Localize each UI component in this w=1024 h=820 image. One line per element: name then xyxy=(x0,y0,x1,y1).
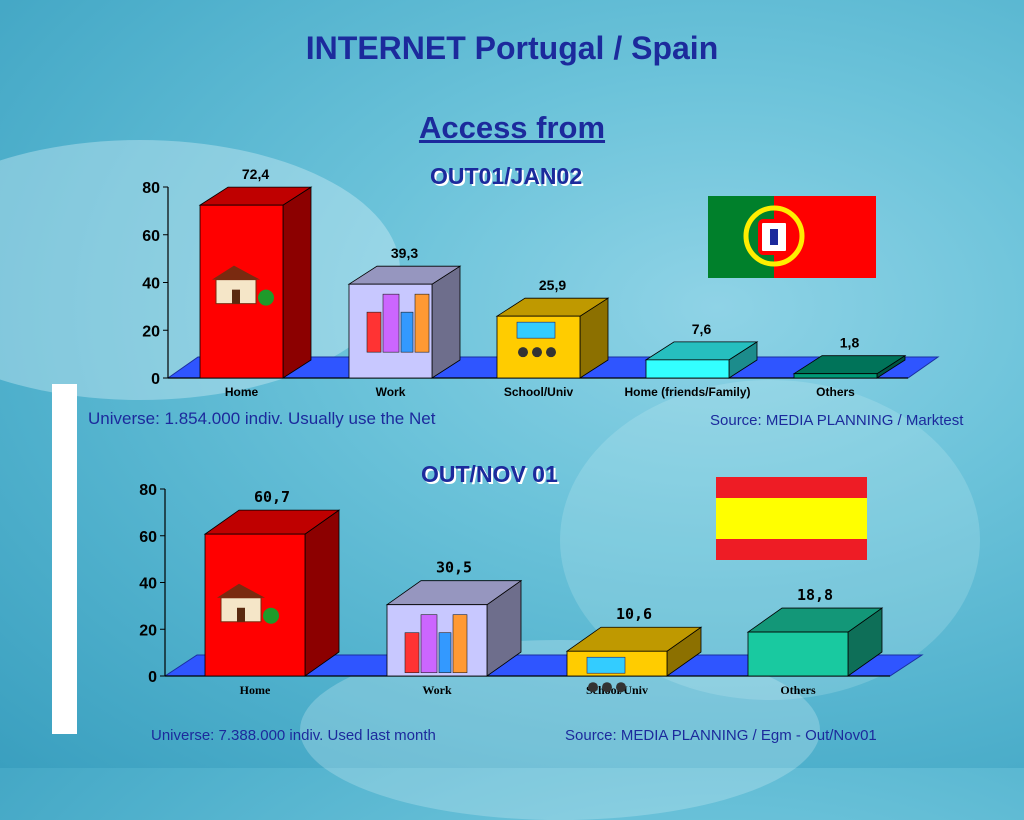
y-tick-label: 80 xyxy=(139,482,157,499)
category-label: Others xyxy=(816,385,855,399)
office-building-icon xyxy=(452,614,468,674)
y-tick-label: 40 xyxy=(139,576,157,593)
bar-value-label: 10,6 xyxy=(616,605,652,623)
bar-value-label: 7,6 xyxy=(692,321,712,337)
student-icon xyxy=(616,682,626,693)
portugal-flag xyxy=(708,196,876,278)
bar-side xyxy=(282,186,312,379)
bar-value-label: 25,9 xyxy=(539,277,566,293)
house-icon xyxy=(232,289,240,304)
category-label: School/Univ xyxy=(504,385,574,399)
bar-value-label: 18,8 xyxy=(797,586,833,604)
house-icon xyxy=(212,265,260,280)
bar-front xyxy=(793,373,878,379)
bar-front xyxy=(645,359,730,379)
office-building-icon xyxy=(438,632,452,674)
student-icon xyxy=(602,682,612,693)
category-label: Home xyxy=(225,385,259,399)
y-tick-label: 60 xyxy=(139,529,157,546)
bar-value-label: 72,4 xyxy=(242,166,269,182)
student-icon xyxy=(532,347,542,358)
bar-side xyxy=(304,509,340,677)
category-label: Work xyxy=(376,385,406,399)
classroom-board-icon xyxy=(516,321,556,339)
category-label: Others xyxy=(780,683,816,697)
y-tick-label: 20 xyxy=(142,323,160,340)
chart-title-portugal: OUT01/JAN02 xyxy=(430,163,583,189)
chart-title-spain: OUT/NOV 01 xyxy=(421,461,558,487)
office-building-icon xyxy=(382,293,400,353)
y-tick-label: 20 xyxy=(139,622,157,639)
student-icon xyxy=(518,347,528,358)
bar-front xyxy=(747,631,849,677)
bar-value-label: 30,5 xyxy=(436,559,472,577)
house-icon xyxy=(217,583,265,598)
universe-note-portugal: Universe: 1.854.000 indiv. Usually use t… xyxy=(88,409,436,428)
tree-icon xyxy=(258,289,274,306)
y-tick-label: 60 xyxy=(142,228,160,245)
tree-icon xyxy=(263,607,279,624)
office-building-icon xyxy=(366,311,382,353)
category-label: Work xyxy=(422,683,452,697)
category-label: Home xyxy=(240,683,271,697)
office-building-icon xyxy=(414,293,430,353)
bar-side xyxy=(431,265,461,379)
student-icon xyxy=(546,347,556,358)
classroom-board-icon xyxy=(586,656,626,674)
source-note-portugal: Source: MEDIA PLANNING / Marktest xyxy=(710,412,964,429)
side-white-bar xyxy=(52,384,77,734)
office-building-icon xyxy=(420,614,438,674)
y-tick-label: 80 xyxy=(142,180,160,197)
y-tick-label: 0 xyxy=(148,669,157,686)
office-building-icon xyxy=(404,632,420,674)
spain-flag xyxy=(716,477,867,560)
slide-subtitle: Access from xyxy=(418,110,606,145)
bar-value-label: 39,3 xyxy=(391,245,418,261)
bar-value-label: 1,8 xyxy=(840,335,860,351)
student-icon xyxy=(588,682,598,693)
office-building-icon xyxy=(400,311,414,353)
slide-title: INTERNET Portugal / Spain xyxy=(305,30,719,66)
universe-note-spain: Universe: 7.388.000 indiv. Used last mon… xyxy=(151,727,436,744)
house-icon xyxy=(237,607,245,622)
bar-charts: 0 20 40 60 80 72,4 Home 39,3 Work 25,9 School/Univ… xyxy=(139,166,940,697)
source-note-spain: Source: MEDIA PLANNING / Egm - Out/Nov01 xyxy=(565,727,877,744)
bar-value-label: 60,7 xyxy=(254,488,290,506)
category-label: Home (friends/Family) xyxy=(624,385,750,399)
y-tick-label: 40 xyxy=(142,276,160,293)
y-tick-label: 0 xyxy=(151,371,160,388)
